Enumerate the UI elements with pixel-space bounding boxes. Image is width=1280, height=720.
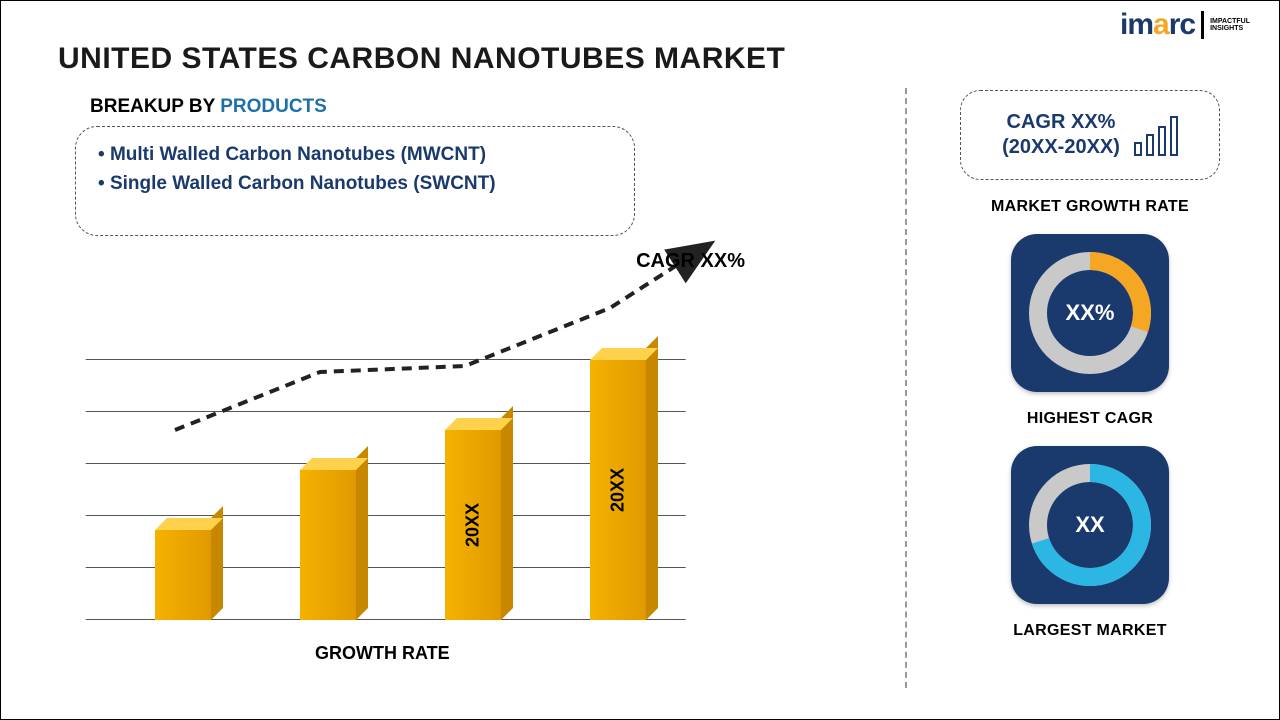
logo-text: imarc (1120, 8, 1195, 42)
logo-divider (1201, 11, 1204, 39)
highest-cagr-label: HIGHEST CAGR (1027, 410, 1153, 428)
trend-line: CAGR XX% (125, 260, 685, 460)
largest-market-label: LARGEST MARKET (1013, 622, 1167, 640)
chart-bar (155, 530, 211, 620)
trend-label: CAGR XX% (636, 250, 745, 273)
breakup-subtitle: BREAKUP BY PRODUCTS (90, 96, 327, 118)
logo-tagline: IMPACTFUL INSIGHTS (1210, 18, 1250, 32)
cagr-text: CAGR XX% (20XX-20XX) (1002, 110, 1120, 160)
page-title: UNITED STATES CARBON NANOTUBES MARKET (58, 42, 785, 76)
products-list: Multi Walled Carbon Nanotubes (MWCNT)Sin… (98, 141, 612, 198)
cagr-box: CAGR XX% (20XX-20XX) (960, 90, 1220, 180)
growth-chart: 20XX20XX CAGR XX% GROWTH RATE (85, 280, 725, 660)
highest-value: XX% (1066, 300, 1115, 326)
product-item: Multi Walled Carbon Nanotubes (MWCNT) (98, 141, 612, 170)
largest-market-tile: XX (1011, 446, 1169, 604)
growth-rate-label: MARKET GROWTH RATE (991, 198, 1189, 216)
product-item: Single Walled Carbon Nanotubes (SWCNT) (98, 170, 612, 199)
right-column: CAGR XX% (20XX-20XX) MARKET GROWTH RATE … (950, 90, 1230, 640)
chart-bar (300, 470, 356, 620)
brand-logo: imarc IMPACTFUL INSIGHTS (1120, 8, 1250, 42)
vertical-divider (905, 88, 907, 688)
mini-bars-icon (1134, 114, 1178, 156)
x-axis-label: GROWTH RATE (315, 643, 450, 664)
highest-cagr-tile: XX% (1011, 234, 1169, 392)
largest-value: XX (1075, 512, 1104, 538)
products-box: Multi Walled Carbon Nanotubes (MWCNT)Sin… (75, 126, 635, 236)
